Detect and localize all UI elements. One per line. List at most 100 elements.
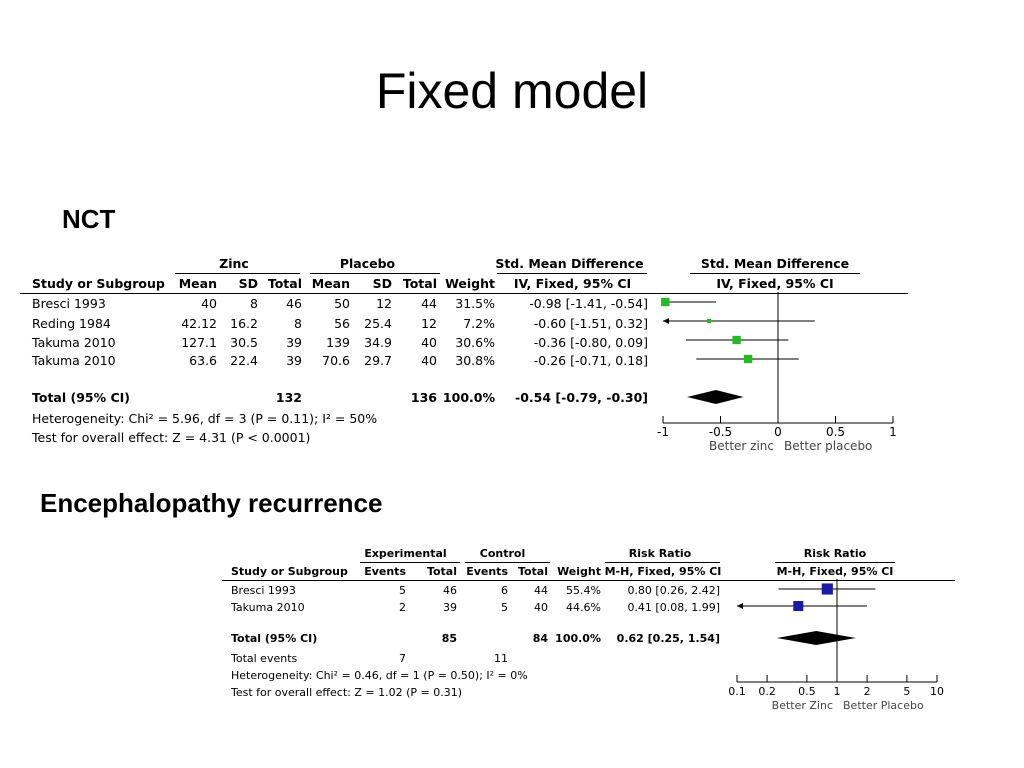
point-estimate-marker xyxy=(706,318,712,324)
point-estimate-marker xyxy=(661,297,670,307)
enceph-row-events2: 5 xyxy=(501,601,508,614)
nct-effect-header: Std. Mean Difference xyxy=(495,256,644,271)
favours-left-label: Better Zinc xyxy=(772,699,833,712)
enceph-group1-rule xyxy=(360,562,460,563)
x-tick-label: 1 xyxy=(834,685,841,698)
nct-row-weight: 30.6% xyxy=(455,335,495,350)
nct-plot-header: Std. Mean Difference xyxy=(700,256,850,271)
nct-row-weight: 30.8% xyxy=(455,353,495,368)
nct-group1-header: Zinc xyxy=(219,256,249,271)
x-tick-label: 0.5 xyxy=(798,685,816,698)
enceph-row-weight: 44.6% xyxy=(566,601,601,614)
nct-row-ci: -0.26 [-0.71, 0.18] xyxy=(533,353,648,368)
nct-overall-effect: Test for overall effect: Z = 4.31 (P < 0… xyxy=(32,430,311,445)
enceph-group2-rule xyxy=(465,562,550,563)
nct-row-sd2: 34.9 xyxy=(364,335,392,350)
enceph-col-study: Study or Subgroup xyxy=(231,565,348,578)
nct-group1-rule xyxy=(175,273,300,274)
enceph-row-events2: 6 xyxy=(501,584,508,597)
nct-row-ci: -0.36 [-0.80, 0.09] xyxy=(533,335,648,350)
enceph-total-weight: 100.0% xyxy=(555,632,601,645)
ci-arrow xyxy=(663,318,669,324)
nct-col-study: Study or Subgroup xyxy=(32,276,165,291)
nct-row-sd1: 8 xyxy=(250,296,258,311)
nct-total-weight: 100.0% xyxy=(442,390,495,405)
nct-row-total2: 40 xyxy=(421,335,437,350)
nct-row-total1: 39 xyxy=(286,335,302,350)
nct-row-sd2: 12 xyxy=(376,296,392,311)
x-tick-label: 0.1 xyxy=(728,685,746,698)
nct-heterogeneity: Heterogeneity: Chi² = 5.96, df = 3 (P = … xyxy=(32,411,378,426)
slide-title: Fixed model xyxy=(375,63,649,119)
nct-row-total2: 40 xyxy=(421,353,437,368)
nct-row-sd1: 22.4 xyxy=(230,353,258,368)
enceph-row-total2: 44 xyxy=(534,584,548,597)
enceph-total-n1: 85 xyxy=(441,632,457,645)
enceph-row-ci: 0.80 [0.26, 2.42] xyxy=(627,584,720,597)
nct-row-sd2: 29.7 xyxy=(364,353,392,368)
nct-heading: NCT xyxy=(62,204,116,234)
nct-row-mean2: 50 xyxy=(334,296,350,311)
x-tick-label: -0.5 xyxy=(709,425,732,439)
nct-row-sd2: 25.4 xyxy=(364,316,392,331)
nct-plot-subheader: IV, Fixed, 95% CI xyxy=(716,276,834,291)
enceph-total-events-label: Total events xyxy=(231,652,298,665)
pooled-diamond xyxy=(687,390,744,404)
enceph-total-events1: 7 xyxy=(399,652,406,665)
enceph-row-events1: 5 xyxy=(399,584,406,597)
enceph-row-events1: 2 xyxy=(399,601,406,614)
x-tick-label: 10 xyxy=(930,685,944,698)
nct-row-total2: 44 xyxy=(421,296,437,311)
enceph-col-ci: M-H, Fixed, 95% CI xyxy=(604,565,722,578)
enceph-row-study: Bresci 1993 xyxy=(231,584,296,597)
nct-row-study: Takuma 2010 xyxy=(32,335,116,350)
nct-row-mean2: 70.6 xyxy=(322,353,350,368)
nct-row-total1: 46 xyxy=(286,296,302,311)
enceph-row-total1: 46 xyxy=(443,584,457,597)
enceph-total-ci: 0.62 [0.25, 1.54] xyxy=(616,632,720,645)
enceph-col-total1: Total xyxy=(426,565,457,578)
nct-col-total1: Total xyxy=(267,276,302,291)
enceph-row-total1: 39 xyxy=(443,601,457,614)
favours-right-label: Better placebo xyxy=(784,439,872,453)
x-tick-label: 2 xyxy=(864,685,871,698)
enceph-total-n2: 84 xyxy=(532,632,548,645)
nct-row-study: Reding 1984 xyxy=(32,316,111,331)
point-estimate-marker xyxy=(732,335,741,345)
enceph-row-weight: 55.4% xyxy=(566,584,601,597)
enceph-row-total2: 40 xyxy=(534,601,548,614)
enceph-header-rule xyxy=(222,580,955,581)
x-tick-label: 1 xyxy=(889,425,897,439)
enceph-heading: Encephalopathy recurrence xyxy=(40,488,383,518)
enceph-col-weight: Weight xyxy=(557,565,601,578)
x-tick-label: -1 xyxy=(657,425,669,439)
nct-row-weight: 31.5% xyxy=(455,296,495,311)
enceph-total-events2: 11 xyxy=(494,652,508,665)
enceph-effect-header: Risk Ratio xyxy=(628,547,692,560)
nct-total-label: Total (95% CI) xyxy=(32,390,131,405)
nct-header-rule xyxy=(20,293,908,294)
point-estimate-marker xyxy=(743,354,753,364)
enceph-col-events1: Events xyxy=(364,565,406,578)
nct-total-ci: -0.54 [-0.79, -0.30] xyxy=(515,390,648,405)
nct-row-mean1: 40 xyxy=(201,296,217,311)
nct-row-study: Bresci 1993 xyxy=(32,296,106,311)
nct-row-mean2: 139 xyxy=(326,335,350,350)
enceph-plot-subheader: M-H, Fixed, 95% CI xyxy=(776,565,894,578)
nct-effect-rule xyxy=(497,273,647,274)
nct-row-study: Takuma 2010 xyxy=(32,353,116,368)
enceph-row-ci: 0.41 [0.08, 1.99] xyxy=(627,601,720,614)
enceph-total-label: Total (95% CI) xyxy=(231,632,318,645)
favours-right-label: Better Placebo xyxy=(843,699,924,712)
nct-col-ci: IV, Fixed, 95% CI xyxy=(513,276,632,291)
nct-row-mean1: 63.6 xyxy=(189,353,217,368)
x-tick-label: 0.5 xyxy=(826,425,845,439)
enceph-group1-header: Experimental xyxy=(364,547,447,560)
nct-total-n2: 136 xyxy=(410,390,437,405)
enceph-plot-header: Risk Ratio xyxy=(803,547,867,560)
nct-col-mean2: Mean xyxy=(311,276,350,291)
nct-group2-header: Placebo xyxy=(339,256,396,271)
nct-col-mean1: Mean xyxy=(178,276,217,291)
enceph-col-events2: Events xyxy=(466,565,508,578)
